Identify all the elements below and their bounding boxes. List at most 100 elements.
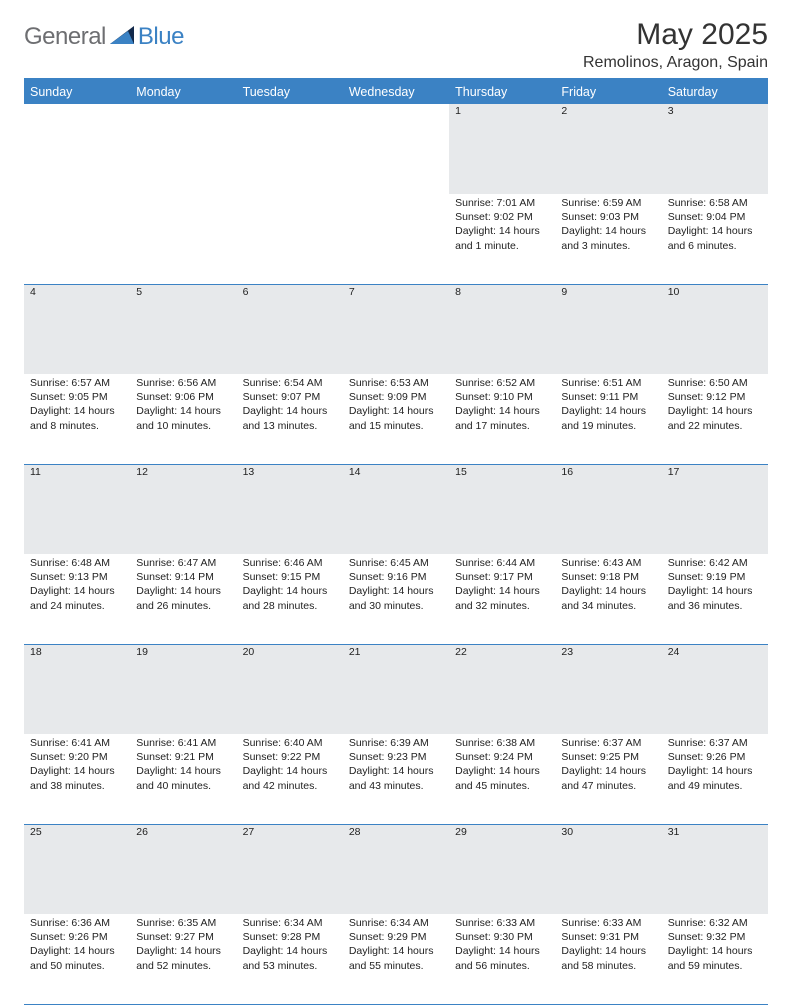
- day-number-cell: 2: [555, 104, 661, 194]
- day-details: Sunrise: 6:33 AMSunset: 9:30 PMDaylight:…: [455, 916, 549, 973]
- day-details: Sunrise: 6:40 AMSunset: 9:22 PMDaylight:…: [243, 736, 337, 793]
- day-content-cell: Sunrise: 6:40 AMSunset: 9:22 PMDaylight:…: [237, 734, 343, 824]
- weekday-header: Saturday: [662, 79, 768, 104]
- calendar-page: General Blue May 2025 Remolinos, Aragon,…: [0, 0, 792, 612]
- day-number-cell: 15: [449, 464, 555, 554]
- day-details: Sunrise: 6:50 AMSunset: 9:12 PMDaylight:…: [668, 376, 762, 433]
- day-content-cell: Sunrise: 6:57 AMSunset: 9:05 PMDaylight:…: [24, 374, 130, 464]
- day-content-cell: [237, 194, 343, 284]
- day-number-cell: 29: [449, 824, 555, 914]
- day-details: Sunrise: 6:56 AMSunset: 9:06 PMDaylight:…: [136, 376, 230, 433]
- day-details: Sunrise: 6:44 AMSunset: 9:17 PMDaylight:…: [455, 556, 549, 613]
- daynum-row: 11121314151617: [24, 464, 768, 554]
- day-content-cell: Sunrise: 6:59 AMSunset: 9:03 PMDaylight:…: [555, 194, 661, 284]
- day-number-cell: 31: [662, 824, 768, 914]
- day-content-cell: Sunrise: 6:47 AMSunset: 9:14 PMDaylight:…: [130, 554, 236, 644]
- day-content-cell: [130, 194, 236, 284]
- weekday-header: Wednesday: [343, 79, 449, 104]
- day-content-cell: Sunrise: 6:51 AMSunset: 9:11 PMDaylight:…: [555, 374, 661, 464]
- day-number-cell: 7: [343, 284, 449, 374]
- day-details: Sunrise: 6:37 AMSunset: 9:25 PMDaylight:…: [561, 736, 655, 793]
- day-content-cell: Sunrise: 6:44 AMSunset: 9:17 PMDaylight:…: [449, 554, 555, 644]
- daynum-row: 18192021222324: [24, 644, 768, 734]
- day-content-cell: Sunrise: 6:34 AMSunset: 9:29 PMDaylight:…: [343, 914, 449, 1004]
- logo: General Blue: [24, 18, 184, 51]
- day-details: Sunrise: 7:01 AMSunset: 9:02 PMDaylight:…: [455, 196, 549, 253]
- day-content-cell: Sunrise: 6:41 AMSunset: 9:21 PMDaylight:…: [130, 734, 236, 824]
- day-content-cell: Sunrise: 6:39 AMSunset: 9:23 PMDaylight:…: [343, 734, 449, 824]
- day-content-cell: Sunrise: 6:42 AMSunset: 9:19 PMDaylight:…: [662, 554, 768, 644]
- day-content-cell: Sunrise: 6:54 AMSunset: 9:07 PMDaylight:…: [237, 374, 343, 464]
- day-number-cell: 14: [343, 464, 449, 554]
- day-content-cell: Sunrise: 6:50 AMSunset: 9:12 PMDaylight:…: [662, 374, 768, 464]
- day-number-cell: [24, 104, 130, 194]
- weekday-header: Friday: [555, 79, 661, 104]
- logo-triangle-icon: [108, 22, 136, 51]
- day-details: Sunrise: 6:43 AMSunset: 9:18 PMDaylight:…: [561, 556, 655, 613]
- day-details: Sunrise: 6:54 AMSunset: 9:07 PMDaylight:…: [243, 376, 337, 433]
- day-number-cell: 8: [449, 284, 555, 374]
- day-number-cell: 11: [24, 464, 130, 554]
- day-content-cell: Sunrise: 6:33 AMSunset: 9:31 PMDaylight:…: [555, 914, 661, 1004]
- day-number-cell: 20: [237, 644, 343, 734]
- day-number-cell: [343, 104, 449, 194]
- day-details: Sunrise: 6:59 AMSunset: 9:03 PMDaylight:…: [561, 196, 655, 253]
- location: Remolinos, Aragon, Spain: [583, 54, 768, 72]
- day-content-cell: Sunrise: 6:38 AMSunset: 9:24 PMDaylight:…: [449, 734, 555, 824]
- content-row: Sunrise: 6:57 AMSunset: 9:05 PMDaylight:…: [24, 374, 768, 464]
- day-content-cell: Sunrise: 6:58 AMSunset: 9:04 PMDaylight:…: [662, 194, 768, 284]
- day-content-cell: [343, 194, 449, 284]
- day-number-cell: 26: [130, 824, 236, 914]
- weekday-header: Thursday: [449, 79, 555, 104]
- calendar-table: Sunday Monday Tuesday Wednesday Thursday…: [24, 78, 768, 1005]
- day-details: Sunrise: 6:35 AMSunset: 9:27 PMDaylight:…: [136, 916, 230, 973]
- day-content-cell: Sunrise: 7:01 AMSunset: 9:02 PMDaylight:…: [449, 194, 555, 284]
- header: General Blue May 2025 Remolinos, Aragon,…: [24, 18, 768, 72]
- day-content-cell: Sunrise: 6:37 AMSunset: 9:25 PMDaylight:…: [555, 734, 661, 824]
- day-number-cell: 28: [343, 824, 449, 914]
- daynum-row: 45678910: [24, 284, 768, 374]
- title-block: May 2025 Remolinos, Aragon, Spain: [583, 18, 768, 72]
- day-content-cell: Sunrise: 6:52 AMSunset: 9:10 PMDaylight:…: [449, 374, 555, 464]
- day-number-cell: 24: [662, 644, 768, 734]
- day-details: Sunrise: 6:58 AMSunset: 9:04 PMDaylight:…: [668, 196, 762, 253]
- day-number-cell: 19: [130, 644, 236, 734]
- day-details: Sunrise: 6:52 AMSunset: 9:10 PMDaylight:…: [455, 376, 549, 433]
- month-title: May 2025: [583, 18, 768, 52]
- day-details: Sunrise: 6:41 AMSunset: 9:21 PMDaylight:…: [136, 736, 230, 793]
- day-details: Sunrise: 6:32 AMSunset: 9:32 PMDaylight:…: [668, 916, 762, 973]
- day-details: Sunrise: 6:47 AMSunset: 9:14 PMDaylight:…: [136, 556, 230, 613]
- day-details: Sunrise: 6:38 AMSunset: 9:24 PMDaylight:…: [455, 736, 549, 793]
- logo-text-general: General: [24, 23, 106, 51]
- day-number-cell: 12: [130, 464, 236, 554]
- content-row: Sunrise: 6:48 AMSunset: 9:13 PMDaylight:…: [24, 554, 768, 644]
- day-details: Sunrise: 6:39 AMSunset: 9:23 PMDaylight:…: [349, 736, 443, 793]
- day-number-cell: 16: [555, 464, 661, 554]
- weekday-header: Sunday: [24, 79, 130, 104]
- weekday-header-row: Sunday Monday Tuesday Wednesday Thursday…: [24, 79, 768, 104]
- day-number-cell: 3: [662, 104, 768, 194]
- day-content-cell: Sunrise: 6:53 AMSunset: 9:09 PMDaylight:…: [343, 374, 449, 464]
- day-content-cell: [24, 194, 130, 284]
- day-details: Sunrise: 6:57 AMSunset: 9:05 PMDaylight:…: [30, 376, 124, 433]
- day-content-cell: Sunrise: 6:56 AMSunset: 9:06 PMDaylight:…: [130, 374, 236, 464]
- day-details: Sunrise: 6:34 AMSunset: 9:28 PMDaylight:…: [243, 916, 337, 973]
- day-number-cell: [130, 104, 236, 194]
- daynum-row: 123: [24, 104, 768, 194]
- day-details: Sunrise: 6:48 AMSunset: 9:13 PMDaylight:…: [30, 556, 124, 613]
- day-number-cell: 5: [130, 284, 236, 374]
- day-details: Sunrise: 6:37 AMSunset: 9:26 PMDaylight:…: [668, 736, 762, 793]
- day-number-cell: [237, 104, 343, 194]
- day-number-cell: 25: [24, 824, 130, 914]
- day-content-cell: Sunrise: 6:37 AMSunset: 9:26 PMDaylight:…: [662, 734, 768, 824]
- day-number-cell: 6: [237, 284, 343, 374]
- day-number-cell: 1: [449, 104, 555, 194]
- day-number-cell: 30: [555, 824, 661, 914]
- weekday-header: Monday: [130, 79, 236, 104]
- day-details: Sunrise: 6:46 AMSunset: 9:15 PMDaylight:…: [243, 556, 337, 613]
- day-details: Sunrise: 6:42 AMSunset: 9:19 PMDaylight:…: [668, 556, 762, 613]
- day-number-cell: 17: [662, 464, 768, 554]
- day-content-cell: Sunrise: 6:43 AMSunset: 9:18 PMDaylight:…: [555, 554, 661, 644]
- day-number-cell: 9: [555, 284, 661, 374]
- day-content-cell: Sunrise: 6:46 AMSunset: 9:15 PMDaylight:…: [237, 554, 343, 644]
